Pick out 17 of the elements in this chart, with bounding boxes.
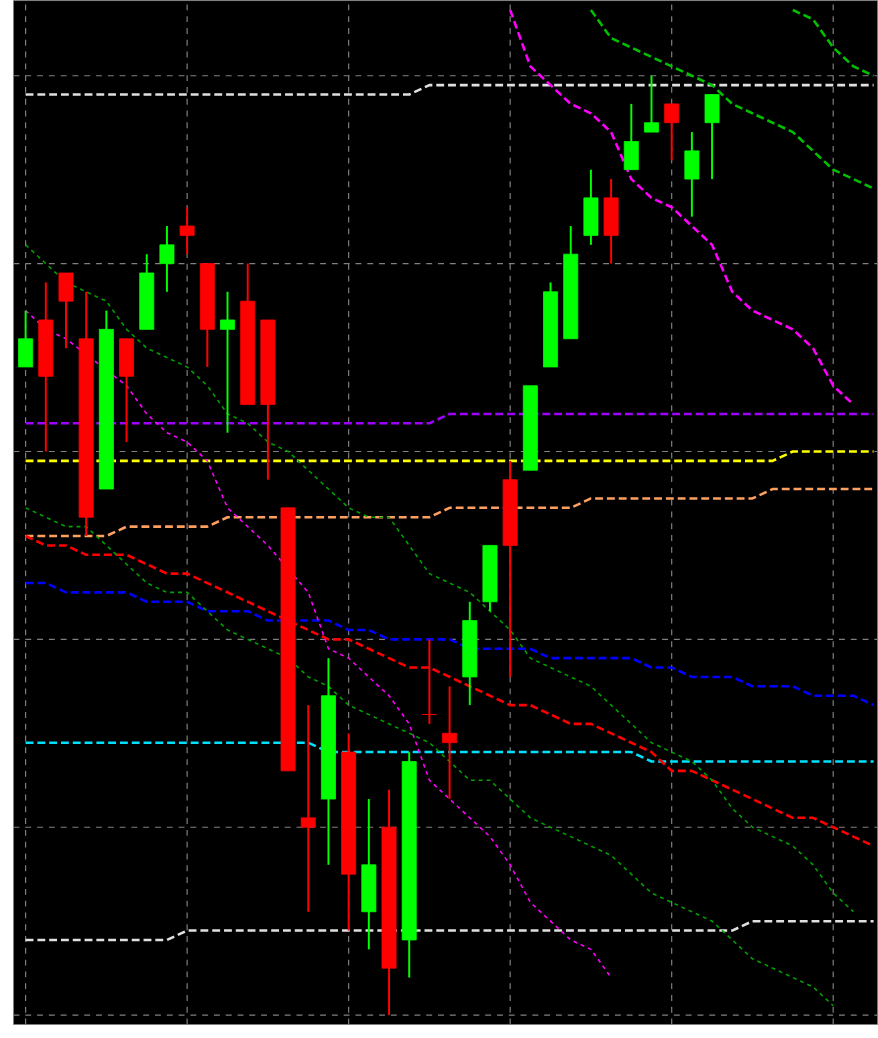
candlestick (119, 337, 134, 444)
candlestick (704, 93, 720, 181)
candlestick (300, 704, 316, 913)
candlestick (684, 131, 700, 218)
candlestick (421, 638, 437, 725)
candlestick (623, 102, 639, 171)
candlestick (179, 206, 195, 256)
candlestick (219, 290, 235, 434)
candlestick (442, 685, 457, 801)
candlestick (643, 74, 659, 134)
candlestick (58, 272, 74, 350)
candlestick (18, 309, 33, 368)
candlestick (603, 178, 619, 265)
candlestick (159, 225, 175, 293)
candlestick (583, 168, 599, 246)
candlestick (361, 798, 377, 951)
candlestick (664, 102, 680, 162)
